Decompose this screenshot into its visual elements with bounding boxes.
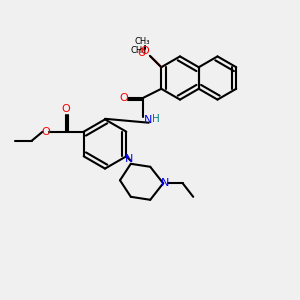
Text: N: N — [125, 154, 134, 164]
Text: O: O — [119, 93, 128, 103]
Text: N: N — [160, 178, 169, 188]
Text: O: O — [41, 127, 50, 137]
Text: O: O — [137, 48, 145, 58]
Text: O: O — [61, 104, 70, 114]
Text: CH₃: CH₃ — [135, 37, 150, 46]
Text: O: O — [140, 46, 149, 56]
Text: N: N — [144, 115, 152, 125]
Text: H: H — [152, 114, 160, 124]
Text: CH₃: CH₃ — [130, 46, 146, 55]
